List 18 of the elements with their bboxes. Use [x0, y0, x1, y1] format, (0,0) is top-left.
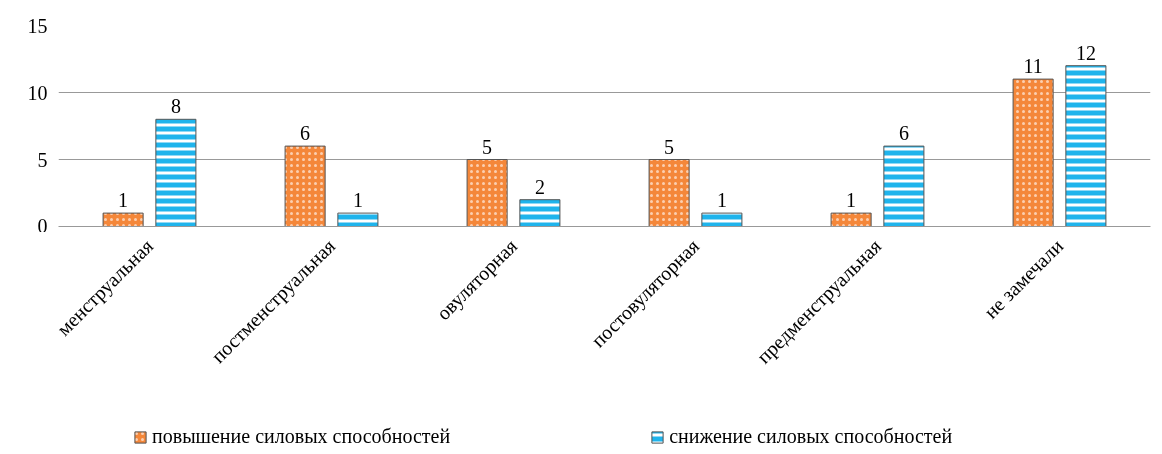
data-label: 1: [118, 189, 129, 212]
y-tick-label: 0: [37, 214, 48, 237]
data-label: 12: [1075, 41, 1096, 64]
y-tick-label: 5: [37, 148, 48, 171]
legend-label: повышение силовых способностей: [152, 425, 451, 448]
data-label: 6: [898, 122, 909, 145]
y-tick-label: 15: [27, 14, 48, 37]
data-label: 8: [170, 95, 181, 118]
legend-label: снижение силовых способностей: [669, 425, 953, 448]
data-label: 1: [846, 189, 857, 212]
data-label: 11: [1023, 55, 1043, 78]
data-label: 5: [482, 135, 493, 158]
data-label: 1: [716, 189, 727, 212]
data-label: 6: [300, 122, 311, 145]
data-label: 5: [664, 135, 675, 158]
data-label: 1: [352, 189, 363, 212]
data-label: 2: [534, 175, 545, 198]
y-tick-label: 10: [27, 81, 48, 104]
